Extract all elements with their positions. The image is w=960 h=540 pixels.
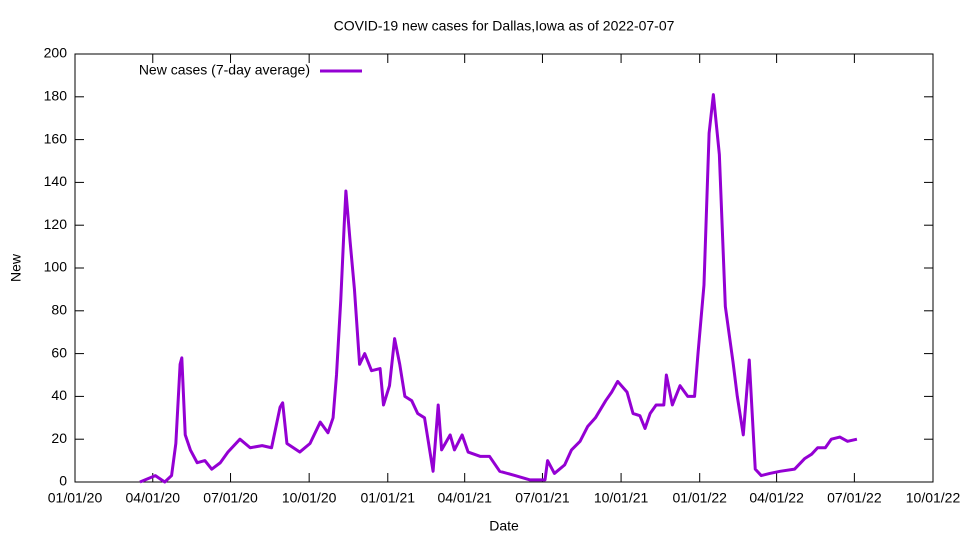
x-tick-label: 07/01/21 xyxy=(515,490,570,506)
x-tick-label: 01/01/21 xyxy=(361,490,416,506)
y-tick-label: 60 xyxy=(51,344,67,360)
y-tick-label: 160 xyxy=(44,130,68,146)
y-tick-label: 100 xyxy=(44,259,68,275)
x-tick-label: 10/01/21 xyxy=(594,490,649,506)
y-tick-label: 180 xyxy=(44,88,68,104)
x-tick-label: 10/01/22 xyxy=(906,490,960,506)
x-tick-label: 10/01/20 xyxy=(282,490,337,506)
plot-frame xyxy=(74,53,934,483)
x-tick-label: 01/01/22 xyxy=(672,490,727,506)
y-tick-label: 120 xyxy=(44,216,68,232)
x-tick-label: 04/01/21 xyxy=(437,490,492,506)
y-axis-label: New xyxy=(8,253,24,282)
y-tick-label: 80 xyxy=(51,302,67,318)
x-axis-label: Date xyxy=(489,518,519,534)
y-tick-label: 40 xyxy=(51,387,67,403)
chart-title: COVID-19 new cases for Dallas,Iowa as of… xyxy=(334,18,675,34)
x-tick-label: 04/01/20 xyxy=(126,490,181,506)
data-line xyxy=(139,93,858,484)
x-tick-label: 07/01/22 xyxy=(827,490,882,506)
y-tick-label: 20 xyxy=(51,430,67,446)
y-tick-label: 140 xyxy=(44,173,68,189)
legend-label: New cases (7-day average) xyxy=(139,62,310,78)
y-tick-label: 0 xyxy=(59,473,67,489)
x-tick-label: 07/01/20 xyxy=(203,490,258,506)
x-tick-label: 01/01/20 xyxy=(48,490,103,506)
y-tick-label: 200 xyxy=(44,45,68,61)
x-tick-label: 04/01/22 xyxy=(749,490,804,506)
